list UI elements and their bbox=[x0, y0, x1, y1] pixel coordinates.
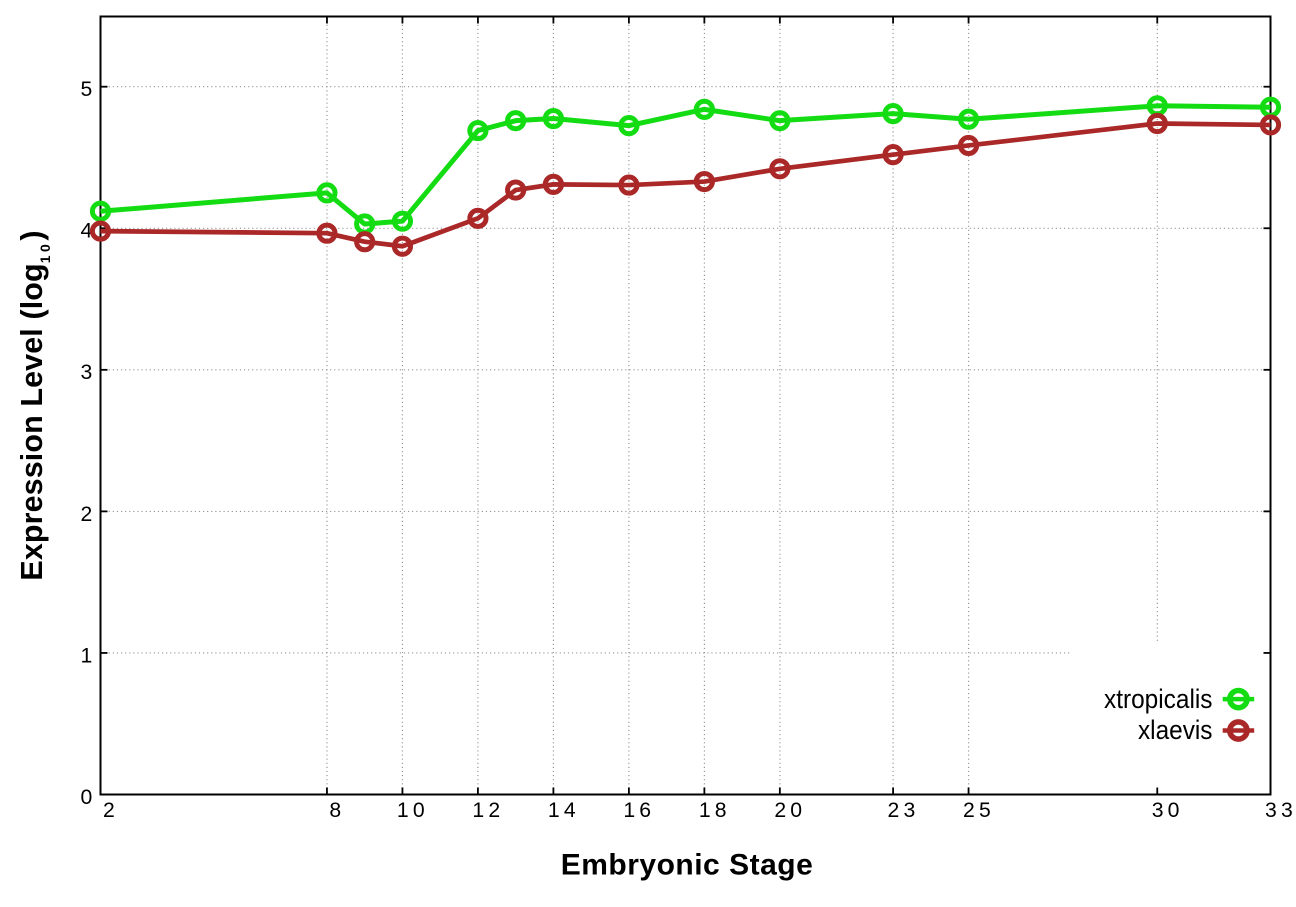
svg-text:1: 1 bbox=[81, 644, 93, 667]
svg-text:12: 12 bbox=[472, 799, 504, 822]
svg-text:10: 10 bbox=[397, 799, 429, 822]
svg-text:16: 16 bbox=[623, 799, 655, 822]
svg-text:2: 2 bbox=[103, 799, 119, 822]
svg-text:xtropicalis: xtropicalis bbox=[1104, 684, 1213, 714]
svg-text:23: 23 bbox=[888, 799, 920, 822]
svg-text:5: 5 bbox=[81, 78, 93, 101]
svg-text:0: 0 bbox=[81, 786, 93, 809]
svg-text:3: 3 bbox=[81, 361, 93, 384]
svg-text:20: 20 bbox=[774, 799, 806, 822]
svg-text:2: 2 bbox=[81, 503, 93, 526]
svg-text:33: 33 bbox=[1265, 799, 1296, 822]
svg-text:14: 14 bbox=[548, 799, 580, 822]
svg-text:4: 4 bbox=[81, 220, 93, 243]
svg-text:xlaevis: xlaevis bbox=[1138, 715, 1213, 745]
svg-text:Embryonic Stage: Embryonic Stage bbox=[561, 849, 814, 882]
svg-text:18: 18 bbox=[699, 799, 731, 822]
svg-text:30: 30 bbox=[1152, 799, 1184, 822]
svg-text:8: 8 bbox=[329, 799, 345, 822]
svg-text:Expression Level (log10): Expression Level (log10) bbox=[15, 230, 53, 580]
svg-text:25: 25 bbox=[963, 799, 995, 822]
